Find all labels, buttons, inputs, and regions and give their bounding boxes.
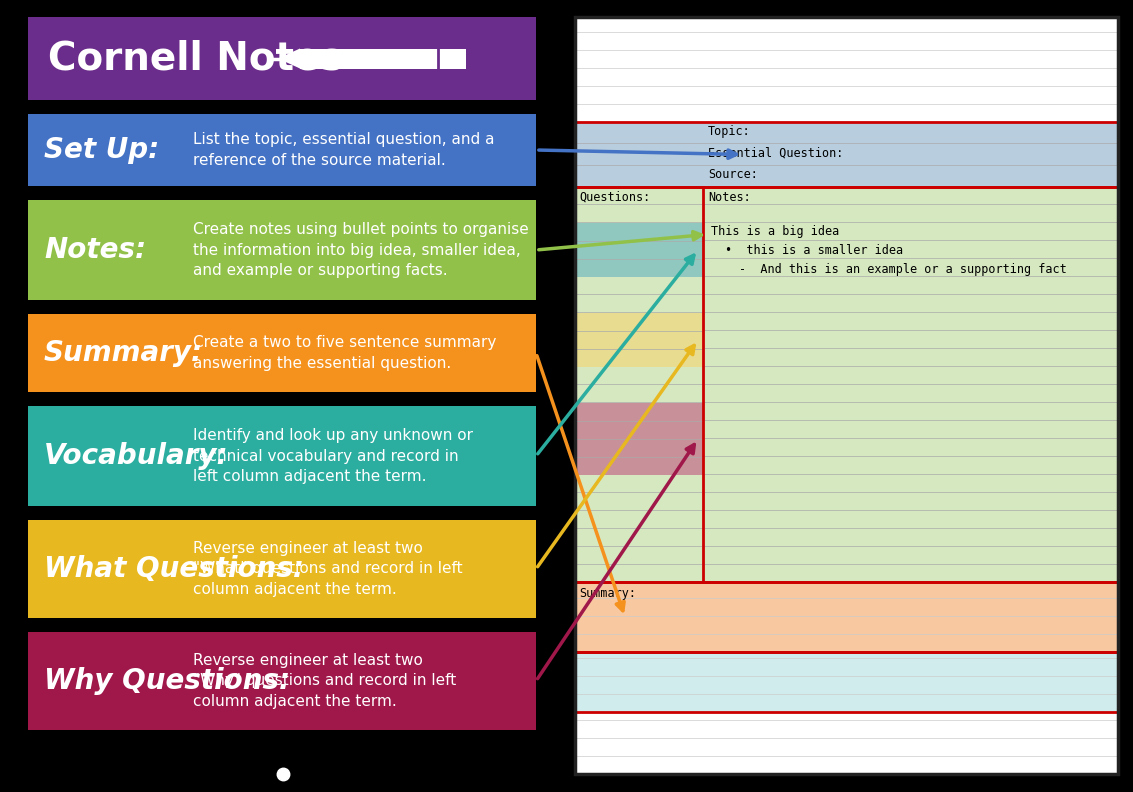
- Text: Create notes using bullet points to organise
the information into big idea, smal: Create notes using bullet points to orga…: [193, 222, 529, 278]
- Text: Set Up:: Set Up:: [44, 136, 160, 164]
- FancyBboxPatch shape: [576, 712, 1118, 774]
- Text: Questions:: Questions:: [579, 191, 650, 204]
- FancyBboxPatch shape: [576, 313, 702, 367]
- FancyBboxPatch shape: [576, 403, 702, 475]
- FancyBboxPatch shape: [576, 122, 1118, 187]
- Text: -  And this is an example or a supporting fact: - And this is an example or a supporting…: [739, 263, 1067, 276]
- Text: Why Questions:: Why Questions:: [44, 667, 290, 695]
- Text: List the topic, essential question, and a
reference of the source material.: List the topic, essential question, and …: [193, 132, 494, 168]
- Text: Source:: Source:: [708, 169, 758, 181]
- Text: •  this is a smaller idea: • this is a smaller idea: [725, 244, 903, 257]
- Text: Topic:: Topic:: [708, 125, 751, 138]
- Text: Cornell Notes: Cornell Notes: [48, 40, 343, 78]
- FancyBboxPatch shape: [28, 520, 536, 618]
- FancyBboxPatch shape: [576, 187, 1118, 582]
- Text: Identify and look up any unknown or
technical vocabulary and record in
left colu: Identify and look up any unknown or tech…: [193, 428, 472, 484]
- FancyBboxPatch shape: [28, 200, 536, 300]
- Text: Reverse engineer at least two
"Why" questions and record in left
column adjacent: Reverse engineer at least two "Why" ques…: [193, 653, 457, 709]
- FancyBboxPatch shape: [28, 632, 536, 730]
- FancyBboxPatch shape: [576, 652, 1118, 712]
- FancyBboxPatch shape: [28, 406, 536, 506]
- FancyBboxPatch shape: [576, 582, 1118, 652]
- Polygon shape: [278, 48, 300, 68]
- FancyBboxPatch shape: [28, 314, 536, 392]
- FancyBboxPatch shape: [300, 48, 440, 68]
- FancyBboxPatch shape: [28, 114, 536, 186]
- Text: What Questions:: What Questions:: [44, 555, 304, 583]
- FancyBboxPatch shape: [576, 223, 702, 277]
- Text: Create a two to five sentence summary
answering the essential question.: Create a two to five sentence summary an…: [193, 335, 496, 371]
- Text: Summary:: Summary:: [44, 339, 203, 367]
- Text: Summary:: Summary:: [579, 587, 636, 600]
- FancyBboxPatch shape: [28, 17, 536, 100]
- Text: Essential Question:: Essential Question:: [708, 147, 843, 160]
- FancyBboxPatch shape: [440, 48, 466, 68]
- Text: Reverse engineer at least two
"What" questions and record in left
column adjacen: Reverse engineer at least two "What" que…: [193, 541, 462, 597]
- Text: Notes:: Notes:: [44, 236, 146, 264]
- Text: Notes:: Notes:: [708, 191, 751, 204]
- FancyBboxPatch shape: [576, 17, 1118, 122]
- Text: This is a big idea: This is a big idea: [712, 225, 840, 238]
- Text: Vocabulary:: Vocabulary:: [44, 442, 229, 470]
